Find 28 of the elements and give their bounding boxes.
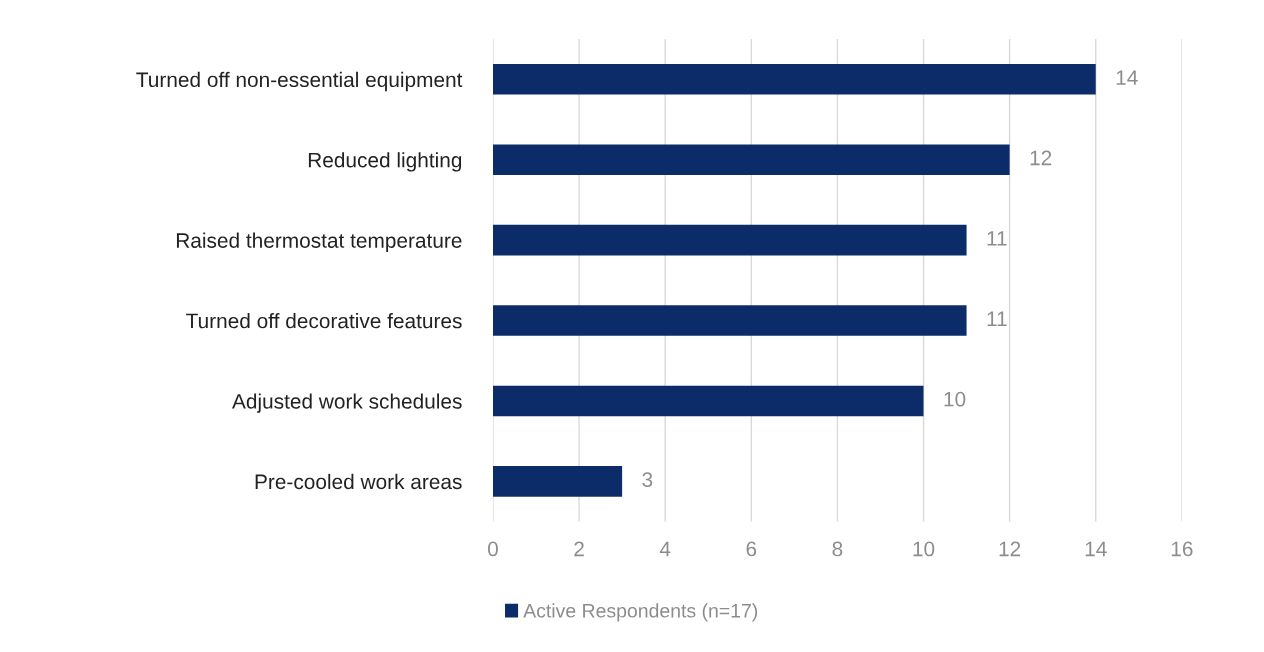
x-tick-label: 8 <box>832 541 843 557</box>
data-label: 11 <box>987 311 1007 326</box>
data-label: 14 <box>1116 70 1138 85</box>
bar <box>492 64 1096 95</box>
y-tick-label: Turned off non-essential equipment <box>136 71 463 92</box>
data-label: 3 <box>642 472 653 487</box>
x-tick-label: 14 <box>1085 541 1107 557</box>
x-tick-label: 2 <box>574 541 584 557</box>
bar <box>492 224 967 256</box>
bar <box>492 144 1010 176</box>
data-label: 12 <box>1030 150 1052 166</box>
x-tick-label: 16 <box>1171 541 1193 557</box>
y-tick-label: Adjusted work schedules <box>232 393 462 413</box>
x-tick-label: 12 <box>999 541 1021 557</box>
y-tick-label: Raised thermostat temperature <box>176 232 462 253</box>
y-tick-label: Pre-cooled work areas <box>255 473 462 490</box>
bar <box>492 466 623 497</box>
x-tick-label: 0 <box>487 541 498 557</box>
y-tick-label: Reduced lighting <box>308 152 462 172</box>
legend-label: Active Respondents (n=17) <box>523 603 758 622</box>
data-label: 11 <box>987 231 1007 246</box>
x-tick-label: 4 <box>659 541 671 557</box>
bar <box>492 385 924 417</box>
x-tick-label: 6 <box>746 541 757 557</box>
bar <box>492 305 967 336</box>
x-tick-label: 10 <box>913 541 935 557</box>
y-tick-label: Turned off decorative features <box>186 313 462 329</box>
data-label: 10 <box>944 391 966 407</box>
